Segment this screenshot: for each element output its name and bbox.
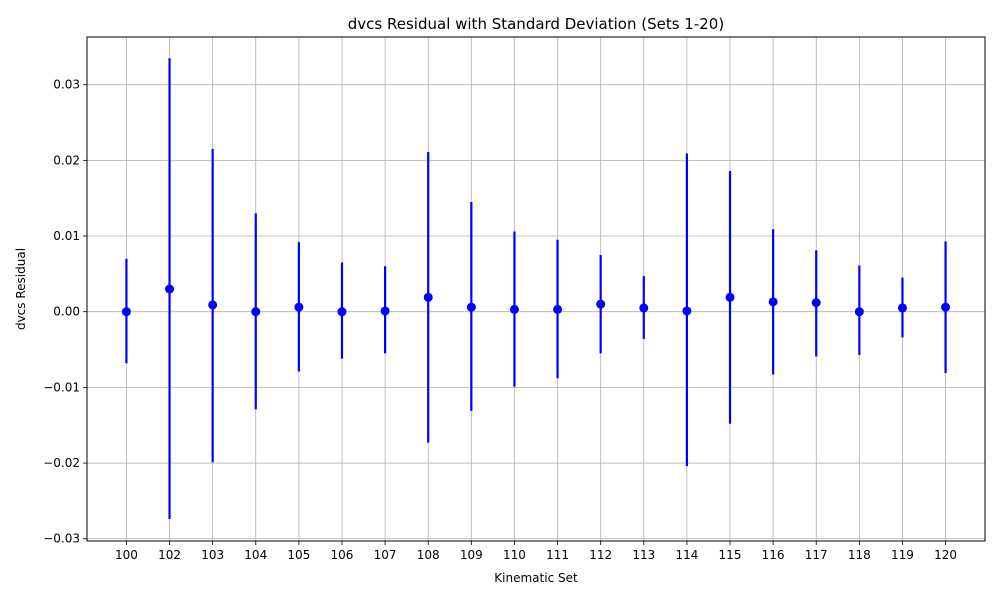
x-tick-label: 115 [719,548,742,562]
x-tick-label: 103 [201,548,224,562]
y-tick-label: −0.02 [43,456,80,470]
x-tick-label: 107 [374,548,397,562]
x-tick-label: 108 [417,548,440,562]
data-point [121,307,131,317]
data-point [682,306,692,316]
x-axis-title: Kinematic Set [494,571,578,585]
data-point [208,300,218,310]
x-tick-label: 114 [675,548,698,562]
x-tick-label: 117 [805,548,828,562]
y-axis: −0.03 −0.02 −0.01 0.00 0.01 0.02 0.03 [43,78,87,546]
x-tick-label: 106 [331,548,354,562]
x-tick-label: 100 [115,548,138,562]
x-tick-label: 112 [589,548,612,562]
x-tick-label: 119 [891,548,914,562]
data-point [941,302,951,312]
x-tick-label: 109 [460,548,483,562]
data-point [509,304,519,314]
data-point [725,292,735,302]
data-point [596,299,606,309]
y-tick-label: 0.01 [53,229,80,243]
data-point [423,292,433,302]
y-tick-label: −0.01 [43,380,80,394]
data-point [811,298,821,308]
x-tick-label: 120 [934,548,957,562]
x-tick-label: 111 [546,548,569,562]
y-tick-label: 0.02 [53,153,80,167]
data-point [165,284,175,294]
x-tick-label: 105 [287,548,310,562]
data-point [337,307,347,317]
data-layer [121,58,951,520]
data-point [639,303,649,313]
y-tick-label: −0.03 [43,532,80,546]
plot-frame [86,36,986,542]
data-point [466,302,476,312]
x-tick-label: 102 [158,548,181,562]
data-point [380,306,390,316]
x-tick-label: 116 [762,548,785,562]
x-tick-label: 113 [632,548,655,562]
data-point [854,307,864,317]
x-tick-label: 118 [848,548,871,562]
y-tick-label: 0.00 [53,305,80,319]
data-point [251,307,261,317]
x-axis: 100 102 103 104 105 106 107 108 109 110 111 112 113 1… [115,541,957,562]
data-point [553,304,563,314]
y-tick-label: 0.03 [53,78,80,92]
data-point [897,303,907,313]
chart-title: dvcs Residual with Standard Deviation (S… [348,15,724,33]
x-tick-label: 110 [503,548,526,562]
x-tick-label: 104 [244,548,267,562]
y-axis-title: dvcs Residual [14,248,28,330]
data-point [768,297,778,307]
data-point [294,302,304,312]
